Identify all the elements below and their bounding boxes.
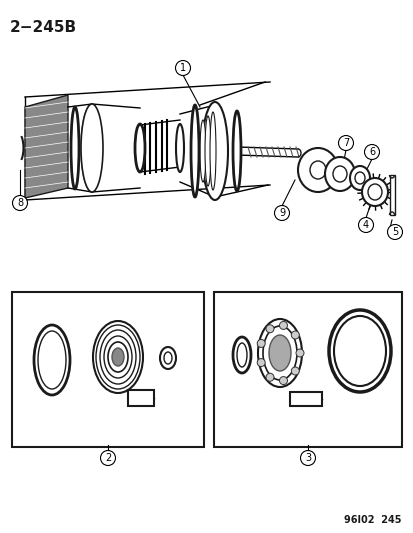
Circle shape [363,144,379,159]
Ellipse shape [332,166,346,182]
Ellipse shape [349,166,369,190]
Circle shape [338,135,353,150]
Ellipse shape [199,120,206,182]
Ellipse shape [135,124,145,172]
Ellipse shape [81,104,103,192]
Text: 96I02  245: 96I02 245 [344,515,401,525]
Circle shape [274,206,289,221]
Ellipse shape [262,326,296,380]
Ellipse shape [202,102,228,200]
Bar [12,292,204,447]
Circle shape [291,367,299,375]
Ellipse shape [309,161,325,179]
Ellipse shape [324,157,354,191]
Bar [214,292,401,447]
Text: 2: 2 [104,453,111,463]
Text: 2−245B: 2−245B [10,20,77,35]
Ellipse shape [337,321,381,381]
Ellipse shape [112,348,124,366]
Ellipse shape [209,112,216,190]
Ellipse shape [354,172,364,184]
Text: 1: 1 [180,63,185,73]
Ellipse shape [71,107,79,189]
Bar [289,392,321,406]
Ellipse shape [333,316,385,386]
Bar [389,175,394,215]
Text: 7: 7 [342,138,348,148]
Circle shape [266,325,273,333]
Ellipse shape [100,330,136,384]
Text: 4: 4 [362,220,368,230]
Ellipse shape [176,124,183,172]
Ellipse shape [233,111,240,191]
Circle shape [279,321,287,329]
Ellipse shape [34,325,70,395]
Ellipse shape [164,352,171,364]
Ellipse shape [96,325,140,389]
Circle shape [175,61,190,76]
Text: 3: 3 [304,453,310,463]
Text: 9: 9 [278,208,285,218]
Circle shape [256,359,265,367]
Ellipse shape [236,343,247,367]
Circle shape [295,349,303,357]
Circle shape [358,217,373,232]
Circle shape [279,377,287,385]
Circle shape [291,331,299,339]
Ellipse shape [104,336,132,378]
Ellipse shape [108,342,128,372]
Circle shape [266,373,273,381]
Bar [128,390,154,406]
Ellipse shape [361,178,387,206]
Polygon shape [25,95,68,198]
Circle shape [387,224,401,239]
Ellipse shape [233,337,250,373]
Ellipse shape [38,331,66,389]
Text: 5: 5 [391,227,397,237]
Circle shape [100,450,115,465]
Ellipse shape [190,105,199,197]
Ellipse shape [93,321,142,393]
Ellipse shape [257,319,301,387]
Text: 8: 8 [17,198,23,208]
Ellipse shape [159,347,176,369]
Text: 6: 6 [368,147,374,157]
Circle shape [12,196,27,211]
Ellipse shape [204,116,211,186]
Circle shape [256,340,265,348]
Ellipse shape [367,184,381,200]
Ellipse shape [268,335,290,371]
Ellipse shape [328,310,390,392]
Ellipse shape [297,148,337,192]
Circle shape [300,450,315,465]
